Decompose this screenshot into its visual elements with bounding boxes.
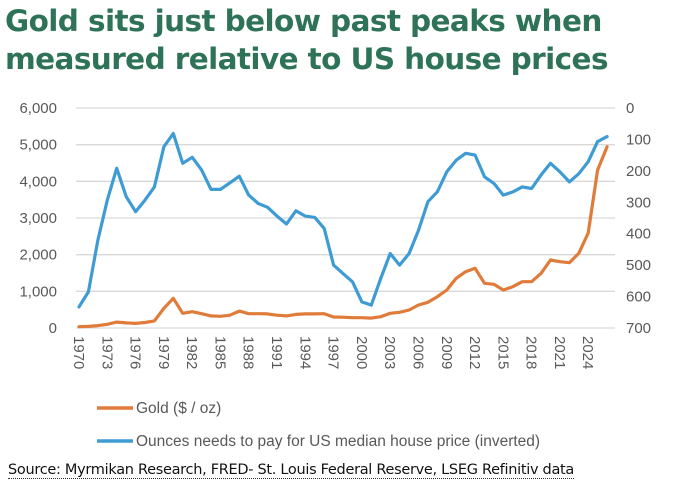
left-tick-label: 1,000 xyxy=(19,283,57,300)
x-tick-label: 2021 xyxy=(551,336,568,369)
series-line-ounces xyxy=(77,131,609,309)
x-tick-label: 2024 xyxy=(579,336,596,369)
right-tick-label: 600 xyxy=(626,289,651,306)
legend: Gold ($ / oz) Ounces needs to pay for US… xyxy=(97,400,540,450)
gridlines xyxy=(76,107,615,329)
right-tick-label: 500 xyxy=(626,257,651,274)
right-axis-ticks: 0 100 200 300 400 500 600 700 xyxy=(626,100,651,337)
left-tick-label: 0 xyxy=(49,320,57,337)
right-tick-label: 100 xyxy=(626,131,651,148)
x-tick-label: 1982 xyxy=(183,336,200,369)
chart-title-line-1: Gold sits just below past peaks when xyxy=(5,4,602,38)
x-tick-label: 1976 xyxy=(127,336,144,369)
series-lines xyxy=(77,131,609,329)
right-tick-label: 200 xyxy=(626,163,651,180)
left-tick-label: 5,000 xyxy=(19,137,57,154)
x-tick-label: 2015 xyxy=(494,336,511,369)
x-tick-label: 2000 xyxy=(353,336,370,369)
x-tick-label: 2006 xyxy=(409,336,426,369)
right-tick-label: 700 xyxy=(626,320,651,337)
left-axis-ticks: 0 1,000 2,000 3,000 4,000 5,000 6,000 xyxy=(19,100,57,337)
x-tick-label: 1988 xyxy=(240,336,257,369)
left-tick-label: 4,000 xyxy=(19,173,57,190)
x-tick-label: 2003 xyxy=(381,336,398,369)
left-tick-label: 6,000 xyxy=(19,100,57,117)
series-line-gold xyxy=(77,145,609,329)
chart-title: Gold sits just below past peaks when mea… xyxy=(5,2,609,78)
x-tick-label: 1991 xyxy=(268,336,285,369)
x-tick-label: 2018 xyxy=(523,336,540,369)
right-tick-label: 400 xyxy=(626,226,651,243)
source-note: Source: Myrmikan Research, FRED- St. Lou… xyxy=(8,462,575,479)
x-tick-label: 1973 xyxy=(98,336,115,369)
legend-label-ounces: Ounces needs to pay for US median house … xyxy=(136,433,540,450)
x-tick-label: 1970 xyxy=(70,336,87,369)
right-tick-label: 300 xyxy=(626,194,651,211)
x-tick-label: 2009 xyxy=(438,336,455,369)
left-tick-label: 2,000 xyxy=(19,247,57,264)
x-tick-label: 1994 xyxy=(296,336,313,369)
x-tick-label: 1997 xyxy=(325,336,342,369)
right-tick-label: 0 xyxy=(626,100,634,117)
x-tick-label: 1985 xyxy=(211,336,228,369)
chart-title-line-2: measured relative to US house prices xyxy=(5,42,609,76)
legend-label-gold: Gold ($ / oz) xyxy=(136,400,221,417)
x-tick-label: 1979 xyxy=(155,336,172,369)
x-axis-ticks: 1970 1973 1976 1979 1982 1985 1988 1991 1994 1997… xyxy=(70,336,596,369)
left-tick-label: 3,000 xyxy=(19,210,57,227)
x-tick-label: 2012 xyxy=(466,336,483,369)
